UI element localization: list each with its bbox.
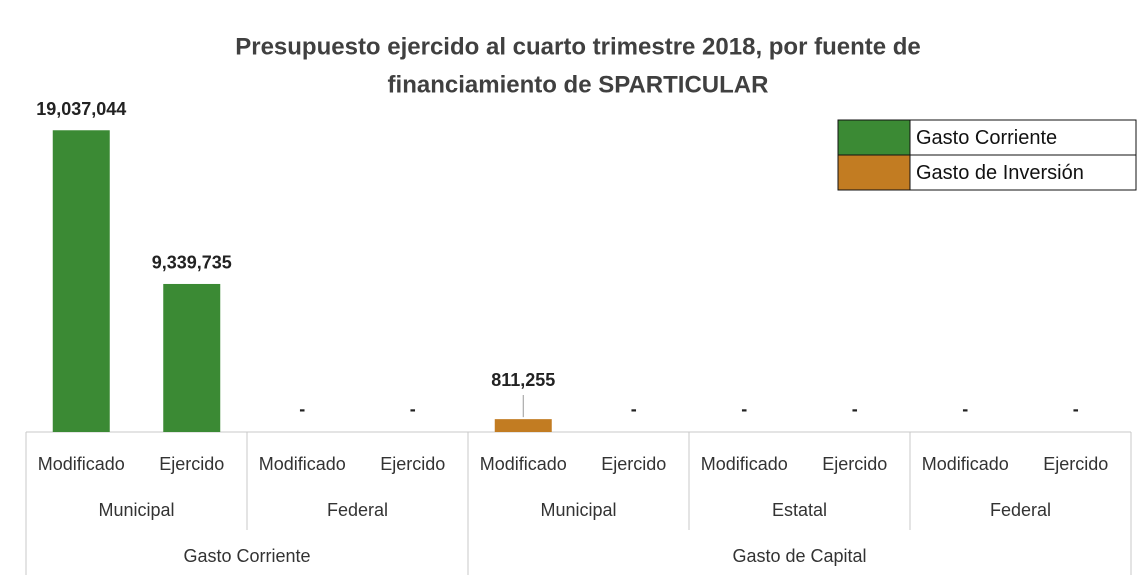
data-label: - (852, 399, 858, 419)
x-tick-label: Ejercido (601, 454, 666, 474)
data-label: 19,037,044 (36, 99, 126, 119)
data-label: - (741, 399, 747, 419)
group-label: Federal (327, 500, 388, 520)
legend-label: Gasto Corriente (916, 127, 1057, 149)
chart-title: financiamiento de SPARTICULAR (388, 71, 769, 98)
x-tick-label: Ejercido (380, 454, 445, 474)
data-label: - (962, 399, 968, 419)
legend-swatch (837, 119, 911, 156)
bar (52, 130, 110, 432)
x-tick-label: Ejercido (822, 454, 887, 474)
x-tick-label: Modificado (38, 454, 125, 474)
data-label: - (631, 399, 637, 419)
data-label: - (299, 399, 305, 419)
group-label: Gasto Corriente (183, 546, 310, 566)
group-label: Municipal (98, 500, 174, 520)
group-label: Estatal (772, 500, 827, 520)
x-tick-label: Modificado (480, 454, 567, 474)
legend-label: Gasto de Inversión (916, 162, 1084, 184)
chart-title: Presupuesto ejercido al cuarto trimestre… (235, 33, 921, 60)
x-tick-label: Modificado (259, 454, 346, 474)
x-tick-label: Modificado (701, 454, 788, 474)
data-label: 811,255 (491, 370, 555, 390)
group-label: Municipal (540, 500, 616, 520)
group-label: Federal (990, 500, 1051, 520)
x-tick-label: Ejercido (159, 454, 224, 474)
bar (163, 283, 221, 432)
x-tick-label: Modificado (922, 454, 1009, 474)
data-label: 9,339,735 (152, 253, 232, 273)
legend-cell (909, 154, 1137, 191)
data-label: - (410, 399, 416, 419)
x-tick-label: Ejercido (1043, 454, 1108, 474)
group-label: Gasto de Capital (732, 546, 866, 566)
bar (494, 419, 552, 432)
legend-swatch (837, 154, 911, 191)
data-label: - (1073, 399, 1079, 419)
